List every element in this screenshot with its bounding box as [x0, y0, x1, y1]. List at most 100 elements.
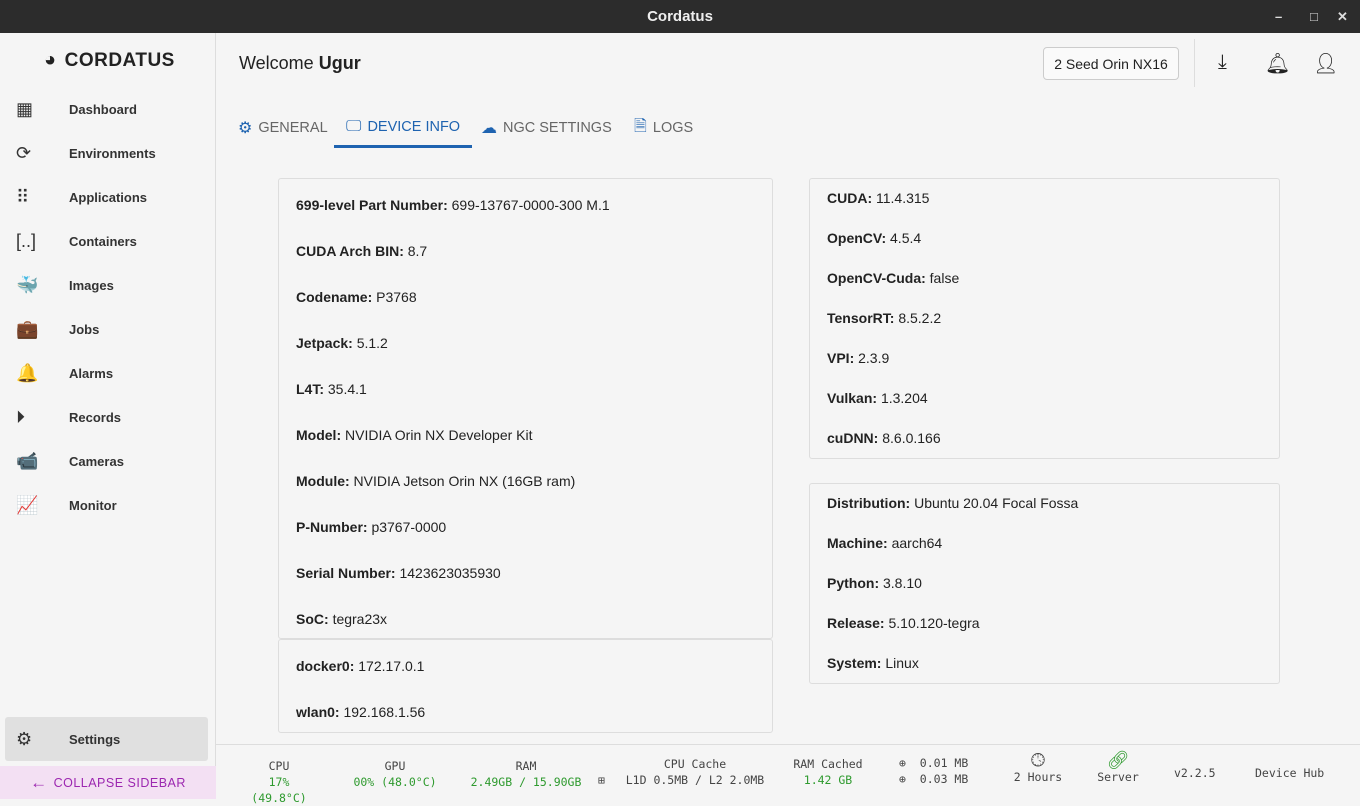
download-icon[interactable]: ⤓ [1218, 51, 1227, 73]
document-icon: 🗎 [634, 117, 647, 135]
sidebar-item-settings[interactable]: ⚙ Settings [5, 717, 208, 761]
tab-device-info[interactable]: 🖵 DEVICE INFO [334, 108, 473, 148]
info-key: wlan0: [296, 704, 340, 720]
info-value: 5.10.120-tegra [888, 615, 980, 631]
info-key: 699-level Part Number: [296, 197, 448, 213]
ram-cached-stat: RAM Cached 1.42 GB [793, 757, 863, 787]
sidebar-item-label: Applications [69, 189, 148, 205]
info-value: 172.17.0.1 [358, 658, 425, 674]
tab-ngc-settings[interactable]: ☁ NGC SETTINGS [481, 120, 612, 137]
info-row: Release: 5.10.120-tegra [827, 615, 980, 631]
info-key: L4T: [296, 381, 324, 397]
chart-line-icon: 📈 [16, 494, 39, 515]
apps-grid-icon: ⠿ [16, 186, 30, 207]
header: Welcome Ugur 2 Seed Orin NX16 ⤓ 🔔︎ 👤︎ [216, 33, 1360, 95]
info-key: Vulkan: [827, 390, 878, 406]
info-value: false [929, 270, 960, 286]
play-circle-icon: ⏵ [16, 406, 25, 427]
window-title-bar: Cordatus – □ ✕ [0, 0, 1360, 33]
minimize-button[interactable]: – [1275, 9, 1283, 24]
link-icon: 🔗︎ [1106, 750, 1130, 771]
info-key: OpenCV-Cuda: [827, 270, 926, 286]
sidebar-item-alarms[interactable]: 🔔 Alarms [0, 351, 216, 395]
info-key: OpenCV: [827, 230, 887, 246]
info-key: CUDA Arch BIN: [296, 243, 404, 259]
chip-icon: ⊞ [598, 773, 605, 787]
window-title: Cordatus [647, 8, 713, 25]
device-hub-link[interactable]: Device Hub [1255, 766, 1325, 780]
server-status[interactable]: 🔗︎ Server [1090, 750, 1146, 785]
info-row: Python: 3.8.10 [827, 575, 922, 591]
info-row: CUDA Arch BIN: 8.7 [296, 243, 427, 259]
sidebar-item-label: Jobs [69, 321, 100, 337]
info-value: 2.3.9 [858, 350, 890, 366]
info-value: 8.5.2.2 [898, 310, 942, 326]
sidebar-item-applications[interactable]: ⠿ Applications [0, 175, 216, 219]
info-row: Vulkan: 1.3.204 [827, 390, 928, 406]
info-row: TensorRT: 8.5.2.2 [827, 310, 941, 326]
container-brackets-icon: [..] [16, 230, 37, 251]
info-value: 5.1.2 [356, 335, 388, 351]
sidebar-item-monitor[interactable]: 📈 Monitor [0, 483, 216, 527]
libraries-info-card: CUDA: 11.4.315 OpenCV: 4.5.4 OpenCV-Cuda: … [809, 178, 1280, 459]
sidebar-item-jobs[interactable]: 💼 Jobs [0, 307, 216, 351]
sidebar-item-images[interactable]: 🐳 Images [0, 263, 216, 307]
info-row: Module: NVIDIA Jetson Orin NX (16GB ram) [296, 473, 575, 489]
info-row: CUDA: 11.4.315 [827, 190, 929, 206]
info-key: CUDA: [827, 190, 873, 206]
info-key: Release: [827, 615, 885, 631]
status-footer: CPU 17% (49.8°C) GPU 00% (48.0°C) RAM 2.49G… [216, 744, 1360, 805]
maximize-button[interactable]: □ [1310, 9, 1318, 24]
info-key: cuDNN: [827, 430, 879, 446]
info-row: 699-level Part Number: 699-13767-0000-30… [296, 197, 610, 213]
sidebar-item-records[interactable]: ⏵ Records [0, 395, 216, 439]
info-value: aarch64 [891, 535, 943, 551]
info-value: Linux [885, 655, 919, 671]
cctv-icon: 📹 [16, 450, 39, 471]
info-row: Model: NVIDIA Orin NX Developer Kit [296, 427, 533, 443]
divider [1194, 39, 1195, 87]
docker-whale-icon: 🐳 [16, 274, 39, 295]
collapse-sidebar-button[interactable]: ← COLLAPSE SIDEBAR [0, 766, 216, 799]
info-key: docker0: [296, 658, 355, 674]
uptime-stat: 🕓︎ 2 Hours [1008, 752, 1068, 785]
info-row: OpenCV-Cuda: false [827, 270, 959, 286]
account-icon[interactable]: 👤︎ [1313, 53, 1339, 75]
sidebar: ◕ CORDATUS ▦ Dashboard ⟳ Environments ⠿ Applic… [0, 33, 216, 799]
info-key: VPI: [827, 350, 855, 366]
sidebar-item-cameras[interactable]: 📹 Cameras [0, 439, 216, 483]
info-key: Distribution: [827, 495, 911, 511]
version-label: v2.2.5 [1174, 766, 1216, 780]
bell-icon[interactable]: 🔔︎ [1265, 53, 1291, 75]
close-button[interactable]: ✕ [1337, 9, 1348, 24]
info-key: Machine: [827, 535, 888, 551]
sidebar-item-containers[interactable]: [..] Containers [0, 219, 216, 263]
upload-circle-icon: ⊕ [899, 772, 906, 786]
sidebar-item-environments[interactable]: ⟳ Environments [0, 131, 216, 175]
tab-logs[interactable]: 🗎 LOGS [632, 108, 695, 148]
tab-general[interactable]: ⚙ GENERAL [238, 120, 328, 137]
welcome-text: Welcome Ugur [239, 53, 361, 73]
sidebar-item-label: Images [69, 277, 114, 293]
cpu-cache-stat: CPU Cache L1D 0.5MB / L2 2.0MB [625, 757, 765, 787]
info-value: 8.7 [407, 243, 428, 259]
gear-icon: ⚙ [238, 120, 253, 137]
gear-icon: ⚙ [16, 728, 33, 749]
info-row: Serial Number: 1423623035930 [296, 565, 501, 581]
monitor-icon: 🖵 [346, 117, 362, 135]
sync-icon: ⟳ [16, 142, 32, 163]
sidebar-item-dashboard[interactable]: ▦ Dashboard [0, 87, 216, 131]
info-value: 11.4.315 [876, 190, 930, 206]
sidebar-item-label: Containers [69, 233, 137, 249]
cordatus-eye-icon: ◕ [44, 49, 57, 71]
info-row: System: Linux [827, 655, 919, 671]
cloud-icon: ☁ [481, 120, 497, 137]
dashboard-icon: ▦ [16, 98, 34, 119]
info-key: SoC: [296, 611, 329, 627]
device-selector-button[interactable]: 2 Seed Orin NX16 [1043, 47, 1179, 80]
info-value: 1423623035930 [399, 565, 501, 581]
network-info-card: docker0: 172.17.0.1 wlan0: 192.168.1.56 [278, 639, 773, 733]
info-row: wlan0: 192.168.1.56 [296, 704, 425, 720]
info-key: System: [827, 655, 882, 671]
arrow-left-icon: ← [30, 772, 48, 792]
